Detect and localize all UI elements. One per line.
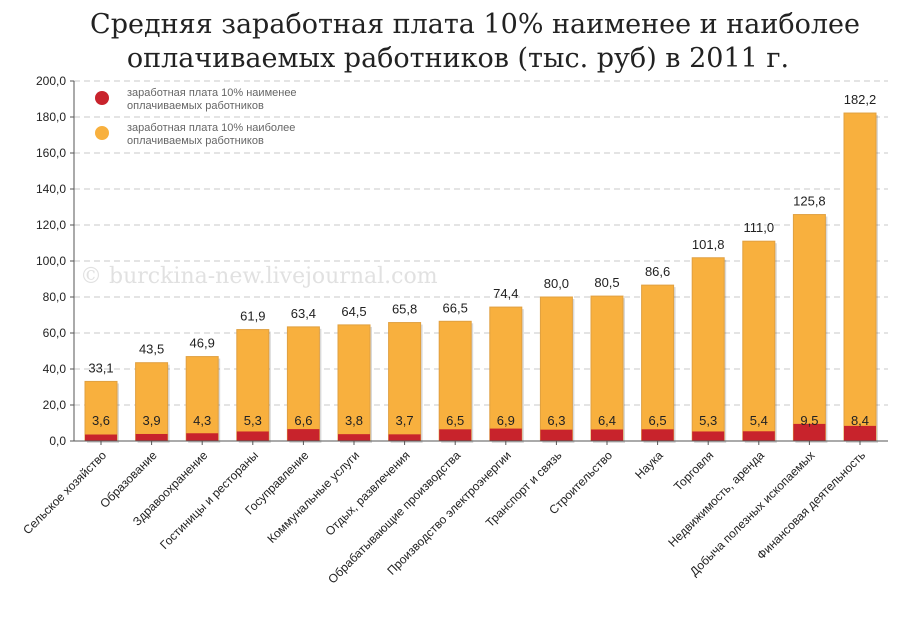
data-label-low: 3,8	[345, 413, 363, 428]
x-tick-label: Торговля	[671, 448, 716, 493]
data-label-high: 46,9	[190, 336, 215, 351]
y-tick-label: 160,0	[36, 146, 66, 160]
bar-low	[742, 431, 775, 441]
y-tick-label: 60,0	[43, 326, 67, 340]
data-label-low: 6,4	[598, 413, 616, 428]
bar-high	[641, 284, 675, 442]
data-label-high: 74,4	[493, 286, 518, 301]
x-tick-label: Недвижимость, аренда	[665, 448, 767, 550]
data-label-low: 8,4	[851, 413, 869, 428]
data-label-low: 4,3	[193, 413, 211, 428]
y-tick-label: 100,0	[36, 254, 66, 268]
y-tick-label: 40,0	[43, 362, 67, 376]
x-tick-label: Наука	[632, 448, 666, 482]
legend-low-line-2: оплачиваемых работников	[127, 100, 264, 112]
bar-high	[286, 326, 320, 442]
bar-high	[792, 214, 826, 442]
data-label-high: 182,2	[844, 92, 877, 107]
bar-high	[590, 295, 624, 442]
bar-high	[742, 240, 776, 442]
legend-low-line-1: заработная плата 10% наименее	[127, 87, 297, 99]
bar-low	[439, 429, 472, 441]
data-label-high: 63,4	[291, 306, 316, 321]
x-tick-label: Коммунальные услуги	[264, 448, 362, 546]
bar-high	[185, 356, 219, 442]
axes	[73, 81, 888, 445]
data-label-high: 111,0	[743, 220, 774, 235]
data-label-high: 43,5	[139, 342, 164, 357]
data-label-low: 5,4	[750, 413, 768, 428]
legend: заработная плата 10% наименее оплачиваем…	[95, 87, 297, 147]
y-tick-label: 20,0	[43, 398, 67, 412]
legend-marker-low	[95, 91, 109, 105]
data-label-low: 6,6	[294, 413, 312, 428]
data-label-low: 6,5	[446, 413, 464, 428]
data-label-high: 61,9	[240, 309, 265, 324]
bar-low	[85, 434, 117, 441]
bar-low	[186, 433, 219, 441]
bar-high	[438, 320, 472, 442]
bar-high	[843, 112, 877, 442]
bar-low	[540, 429, 573, 441]
data-label-low: 6,3	[547, 413, 565, 428]
bar-high	[539, 296, 573, 442]
bar-low	[388, 434, 421, 441]
bar-low	[489, 428, 522, 441]
data-label-high: 80,0	[544, 276, 569, 291]
x-tick-label: Отдых, развлечения	[323, 448, 413, 538]
chart-title: Средняя заработная плата 10% наименее и …	[90, 9, 860, 74]
y-axis-ticks: 0,0 20,0 40,0 60,0 80,0 100,0 120,0 140,0 160,0 1…	[36, 74, 74, 448]
bar-low	[692, 431, 725, 441]
x-tick-label: Сельское хозяйство	[20, 448, 109, 537]
data-label-high: 64,5	[341, 304, 366, 319]
y-tick-label: 120,0	[36, 218, 66, 232]
data-label-low: 6,9	[497, 413, 515, 428]
x-tick-label: Гостиницы и рестораны	[157, 448, 261, 552]
bar-high	[84, 380, 118, 442]
legend-marker-high	[95, 126, 109, 140]
data-label-high: 125,8	[793, 194, 826, 209]
data-label-low: 3,7	[396, 413, 414, 428]
y-tick-label: 0,0	[49, 434, 66, 448]
bar-high	[337, 324, 371, 442]
data-label-low: 5,3	[244, 413, 262, 428]
data-label-high: 66,5	[443, 300, 468, 315]
data-label-high: 80,5	[594, 275, 619, 290]
chart-title-line-2: оплачиваемых работников (тыс. руб) в 201…	[127, 43, 789, 74]
x-axis-labels: Сельское хозяйствоОбразованиеЗдравоохран…	[20, 448, 868, 586]
y-tick-label: 140,0	[36, 182, 66, 196]
y-tick-label: 80,0	[43, 290, 67, 304]
bar-low	[287, 429, 320, 441]
data-label-low: 3,9	[143, 413, 161, 428]
data-label-low: 9,5	[800, 413, 818, 428]
data-label-high: 86,6	[645, 264, 670, 279]
bar-low	[338, 434, 370, 441]
data-label-low: 5,3	[699, 413, 717, 428]
bar-high	[236, 329, 270, 442]
bar-low	[236, 431, 269, 441]
data-label-high: 33,1	[88, 360, 113, 375]
bar-low	[844, 425, 876, 441]
data-label-high: 65,8	[392, 302, 417, 317]
y-tick-label: 200,0	[36, 74, 66, 88]
bar-high	[691, 257, 725, 442]
data-label-low: 3,6	[92, 413, 110, 428]
data-label-low: 6,5	[649, 413, 667, 428]
bar-low	[591, 429, 623, 441]
legend-high-line-2: оплачиваемых работников	[127, 135, 264, 147]
watermark-text: © burckina-new.livejournal.com	[80, 264, 438, 289]
bar-low	[793, 423, 826, 441]
bar-high	[135, 362, 169, 442]
legend-high-line-1: заработная плата 10% наиболее	[127, 122, 295, 134]
bar-low	[135, 433, 168, 441]
bar-low	[641, 429, 674, 441]
x-tick-label: Финансовая деятельность	[754, 448, 868, 562]
y-tick-label: 180,0	[36, 110, 66, 124]
bars: 33,1 3,6 43,5 3,9 46,9 4,3 61,9 5,3 63,4 6,6 64,5 3…	[84, 92, 878, 443]
data-label-high: 101,8	[692, 237, 725, 252]
chart-title-line-1: Средняя заработная плата 10% наименее и …	[90, 9, 860, 40]
